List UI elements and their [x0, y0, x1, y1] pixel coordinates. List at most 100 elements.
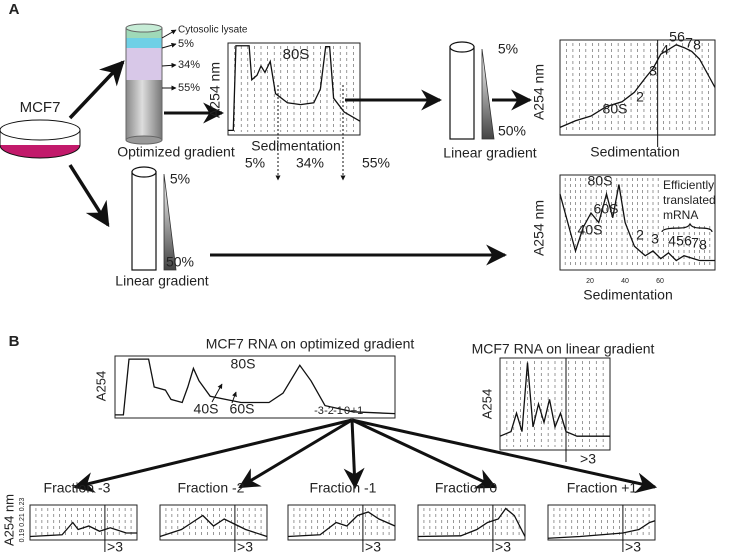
gradient-bottom: 50% [498, 123, 526, 139]
gradient-caption: Linear gradient [115, 273, 209, 289]
plot-title: MCF7 RNA on linear gradient [472, 341, 655, 357]
tube-top [131, 166, 157, 178]
cut-marker: >3 [237, 539, 253, 555]
absorbance-trace [159, 514, 268, 538]
cut-marker: >3 [107, 539, 123, 555]
cell-line: MCF7 [20, 99, 61, 116]
fraction-label: 34% [296, 155, 324, 171]
fraction-title: Fraction -1 [310, 480, 377, 496]
cut-marker: >3 [495, 539, 511, 555]
gradient-layer [126, 28, 162, 38]
absorbance-trace [547, 520, 656, 539]
arrow [211, 383, 223, 403]
peak-label: 6 [684, 233, 692, 249]
peak-label: 5 [669, 29, 677, 45]
panel-label: B [9, 333, 20, 350]
y-axis-label: A254 [479, 389, 494, 419]
x-axis-label: Sedimentation [251, 138, 341, 154]
cut-marker: >3 [365, 539, 381, 555]
peak-label: 4 [668, 233, 676, 249]
note-text: Efficiently [663, 178, 714, 192]
x-tick-label: 20 [586, 278, 594, 285]
peak-label: 3 [649, 63, 657, 79]
arrow [161, 62, 177, 68]
fraction-number: 0 [344, 405, 350, 417]
y-axis-label: A254 nm [207, 62, 223, 118]
absorbance-trace [228, 45, 361, 132]
y-axis-label: A254 [93, 371, 108, 401]
peak-label: 60S [230, 401, 255, 417]
gradient-wedge [163, 173, 177, 271]
cut-marker: >3 [625, 539, 641, 555]
fraction-label: 5% [245, 155, 265, 171]
tube-bottom [125, 135, 163, 145]
x-axis-label: Sedimentation [590, 144, 680, 160]
y-tick-labels: 0.19 0.21 0.23 [19, 498, 26, 543]
fraction-title: Fraction -2 [178, 480, 245, 496]
peak-label: 4 [661, 42, 669, 58]
fraction-title: Fraction +1 [567, 480, 638, 496]
absorbance-trace [29, 521, 137, 538]
y-axis-label: A254 nm [1, 494, 16, 546]
plot-frame [114, 355, 396, 419]
plot-title: MCF7 RNA on optimized gradient [206, 336, 415, 352]
peak-label: 8 [699, 237, 707, 253]
peak-label: 2 [636, 89, 644, 105]
gradient-top: 5% [170, 171, 190, 187]
tube-top [125, 23, 163, 33]
tube-top [449, 41, 475, 53]
arrow [72, 418, 353, 493]
peak-label: 6 [677, 29, 685, 45]
x-tick-label: 40 [621, 278, 629, 285]
peak-label: 7 [685, 35, 693, 51]
absorbance-trace [559, 184, 715, 262]
gradient-top: 5% [498, 41, 518, 57]
arrow [238, 418, 353, 489]
gradient-caption: Linear gradient [443, 145, 537, 161]
fraction-label: 55% [362, 155, 390, 171]
peak-label: 80S [603, 101, 628, 117]
fraction-number: +1 [351, 405, 364, 417]
arrow [161, 42, 177, 49]
arrow [351, 418, 658, 494]
fraction-title: Fraction 0 [435, 480, 497, 496]
fraction-title: Fraction -3 [44, 480, 111, 496]
arrow [161, 29, 177, 39]
note-text: mRNA [663, 208, 698, 222]
peak-label: 80S [588, 173, 613, 189]
arrow [68, 164, 110, 228]
peak-label: 40S [578, 222, 603, 238]
y-axis-label: A254 nm [531, 200, 547, 256]
arrow [343, 419, 365, 490]
layer-label: Cytosolic lysate [178, 25, 248, 36]
brace [661, 222, 713, 233]
layer-label: 55% [178, 82, 200, 94]
peak-label: 2 [636, 227, 644, 243]
note-box [660, 176, 714, 224]
gradient-layer [126, 80, 162, 140]
absorbance-trace [559, 44, 716, 128]
x-tick-label: 60 [656, 278, 664, 285]
x-axis-label: Sedimentation [583, 287, 673, 303]
peak-label: 60S [594, 201, 619, 217]
peak-label: 3 [651, 231, 659, 247]
peak-label: 5 [676, 233, 684, 249]
fraction-number: -2 [324, 405, 334, 417]
gradient-layer [126, 38, 162, 48]
gradient-wedge [481, 48, 495, 140]
gradient-caption: Optimized gradient [117, 144, 235, 160]
arrow [68, 60, 125, 120]
peak-label: 8 [693, 37, 701, 53]
fraction-number: -1 [333, 405, 343, 417]
cut-marker: >3 [580, 451, 596, 467]
absorbance-trace [499, 362, 610, 437]
arrow [351, 418, 497, 489]
peak-label: 7 [691, 235, 699, 251]
note-text: translated [663, 193, 716, 207]
panel-label: A [9, 1, 20, 18]
fraction-number: -3 [314, 405, 324, 417]
layer-label: 34% [178, 59, 200, 71]
tube [449, 46, 475, 140]
peak-label: 80S [283, 46, 310, 63]
